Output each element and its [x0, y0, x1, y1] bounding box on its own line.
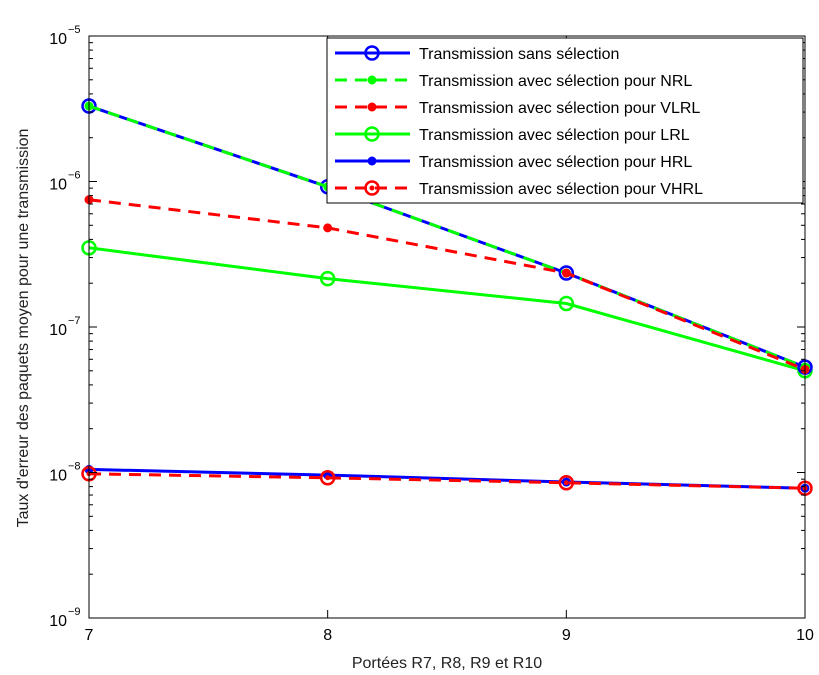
legend-entry-2: Transmission avec sélection pour NRL: [335, 73, 692, 90]
y-tick-exponent: −6: [68, 170, 81, 182]
legend-label: Transmission avec sélection pour NRL: [419, 73, 692, 90]
legend-marker: [367, 102, 377, 112]
legend-entry-5: Transmission avec sélection pour HRL: [335, 154, 692, 171]
y-tick-label: 10: [49, 613, 67, 630]
series-4-marker: [319, 270, 336, 287]
legend-label: Transmission avec sélection pour HRL: [419, 154, 692, 171]
plot-frame: [88, 35, 806, 619]
legend-label: Transmission avec sélection pour VLRL: [419, 100, 700, 117]
legend-entry-6: Transmission avec sélection pour VHRL: [335, 180, 703, 198]
y-axis-label: Taux d'erreur des paquets moyen pour une…: [15, 129, 32, 528]
series-3: [84, 195, 810, 375]
series-3-marker: [323, 223, 333, 233]
legend-marker: [364, 180, 380, 196]
y-tick-label: 10: [49, 322, 67, 339]
series-2-line: [88, 104, 806, 369]
y-tick-exponent: −5: [68, 24, 81, 36]
legend-entry-4: Transmission avec sélection pour LRL: [335, 126, 690, 144]
y-tick-label: 10: [49, 468, 67, 485]
legend: Transmission sans sélection Transmission …: [326, 37, 804, 204]
legend-entry-1: Transmission sans sélection: [335, 45, 619, 63]
y-tick-label: 10: [49, 31, 67, 48]
legend-marker: [367, 75, 377, 85]
legend-box: [326, 37, 804, 204]
series-6-marker: [558, 475, 575, 491]
series-5-line: [88, 467, 806, 490]
legend-marker-center: [369, 185, 375, 191]
legend-marker: [364, 45, 380, 61]
x-axis-label: Portées R7, R8, R9 et R10: [352, 655, 542, 672]
x-tick-label: 7: [85, 627, 94, 644]
series-6: [81, 466, 813, 496]
y-tick-exponent: −9: [68, 606, 81, 618]
legend-entry-3: Transmission avec sélection pour VLRL: [335, 100, 700, 117]
x-tick-label: 8: [323, 627, 332, 644]
series-6-marker-center: [563, 480, 569, 486]
series-3-line: [88, 198, 806, 371]
legend-label: Transmission sans sélection: [419, 46, 619, 63]
legend-marker: [367, 156, 377, 166]
legend-label: Transmission avec sélection pour LRL: [419, 127, 690, 144]
series-4-line: [88, 246, 806, 373]
legend-marker: [364, 126, 380, 142]
x-tick-label: 9: [562, 627, 571, 644]
series-6-marker-center: [325, 475, 331, 481]
y-tick-exponent: −7: [68, 315, 81, 327]
x-tick-label: 10: [796, 627, 814, 644]
axes: 10−910−810−710−610−57 8 9 10: [49, 24, 814, 644]
series-1-marker: [558, 265, 575, 281]
y-tick-exponent: −8: [68, 461, 81, 473]
series-3-marker: [561, 268, 571, 278]
series-6-marker: [319, 470, 336, 486]
series-layer: [81, 98, 813, 496]
series-4-marker: [558, 295, 575, 312]
y-tick-label: 10: [49, 177, 67, 194]
legend-label: Transmission avec sélection pour VHRL: [419, 181, 703, 198]
